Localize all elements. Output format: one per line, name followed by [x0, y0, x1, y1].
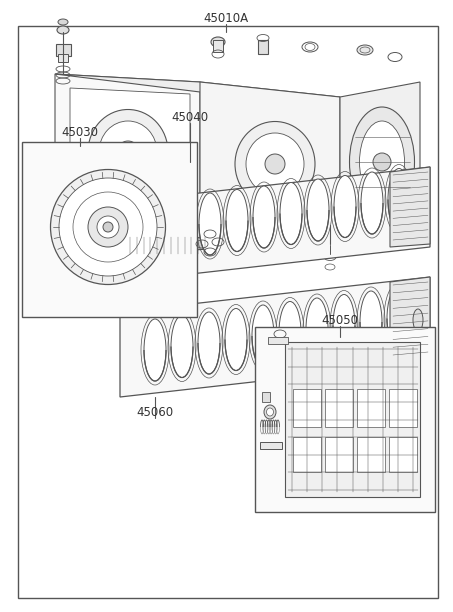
Text: 45060: 45060: [136, 406, 173, 419]
Bar: [323, 224, 337, 242]
Ellipse shape: [58, 19, 68, 25]
Polygon shape: [120, 167, 430, 282]
Text: 45040: 45040: [171, 111, 208, 124]
Bar: [258, 40, 268, 54]
Polygon shape: [125, 237, 210, 254]
Bar: [293, 437, 321, 472]
Bar: [293, 389, 321, 427]
Ellipse shape: [350, 107, 414, 217]
Bar: [326, 240, 334, 245]
Polygon shape: [70, 88, 190, 216]
Ellipse shape: [57, 26, 69, 34]
Ellipse shape: [265, 154, 285, 174]
Polygon shape: [390, 167, 430, 247]
Polygon shape: [120, 277, 430, 397]
Ellipse shape: [334, 176, 356, 237]
Ellipse shape: [235, 122, 315, 206]
Ellipse shape: [99, 121, 157, 183]
Bar: [262, 392, 270, 402]
Polygon shape: [55, 74, 200, 227]
Ellipse shape: [97, 216, 119, 238]
Bar: [325, 437, 353, 472]
Bar: [357, 437, 385, 472]
Bar: [325, 389, 353, 427]
Polygon shape: [200, 82, 340, 242]
Ellipse shape: [59, 178, 157, 276]
Ellipse shape: [280, 182, 302, 245]
Ellipse shape: [88, 110, 168, 195]
Ellipse shape: [253, 186, 275, 248]
Ellipse shape: [225, 308, 247, 370]
Ellipse shape: [387, 288, 409, 349]
Bar: [285, 342, 420, 497]
Ellipse shape: [211, 37, 225, 47]
Ellipse shape: [117, 141, 139, 163]
Ellipse shape: [144, 319, 166, 381]
Ellipse shape: [360, 121, 405, 203]
Ellipse shape: [388, 168, 410, 231]
Ellipse shape: [279, 302, 301, 364]
Ellipse shape: [246, 133, 304, 195]
Ellipse shape: [361, 172, 383, 234]
Ellipse shape: [252, 305, 274, 367]
Ellipse shape: [333, 294, 355, 357]
Ellipse shape: [199, 193, 221, 255]
Ellipse shape: [413, 309, 423, 331]
Ellipse shape: [50, 170, 165, 285]
Polygon shape: [390, 277, 430, 362]
Polygon shape: [55, 74, 340, 97]
Text: 45010A: 45010A: [203, 12, 249, 24]
Ellipse shape: [150, 239, 160, 249]
Ellipse shape: [171, 316, 193, 378]
Ellipse shape: [88, 207, 128, 247]
Bar: [268, 337, 288, 344]
Ellipse shape: [264, 405, 276, 419]
Bar: [213, 40, 223, 52]
Ellipse shape: [144, 232, 166, 256]
Ellipse shape: [357, 45, 373, 55]
Ellipse shape: [266, 408, 274, 416]
Bar: [357, 389, 385, 427]
Bar: [255, 327, 435, 512]
Text: 45030: 45030: [62, 125, 98, 138]
Ellipse shape: [103, 222, 113, 232]
Ellipse shape: [226, 190, 248, 252]
Bar: [389, 389, 417, 427]
Bar: [260, 442, 282, 449]
Ellipse shape: [198, 312, 220, 374]
Text: 45050: 45050: [322, 313, 358, 326]
Ellipse shape: [373, 153, 391, 171]
Ellipse shape: [138, 225, 173, 263]
Polygon shape: [340, 82, 420, 242]
Bar: [56, 44, 71, 56]
Ellipse shape: [307, 179, 329, 241]
Ellipse shape: [360, 291, 382, 353]
Bar: [58, 54, 68, 62]
Bar: [22, 142, 197, 317]
Ellipse shape: [306, 298, 328, 360]
Bar: [389, 437, 417, 472]
